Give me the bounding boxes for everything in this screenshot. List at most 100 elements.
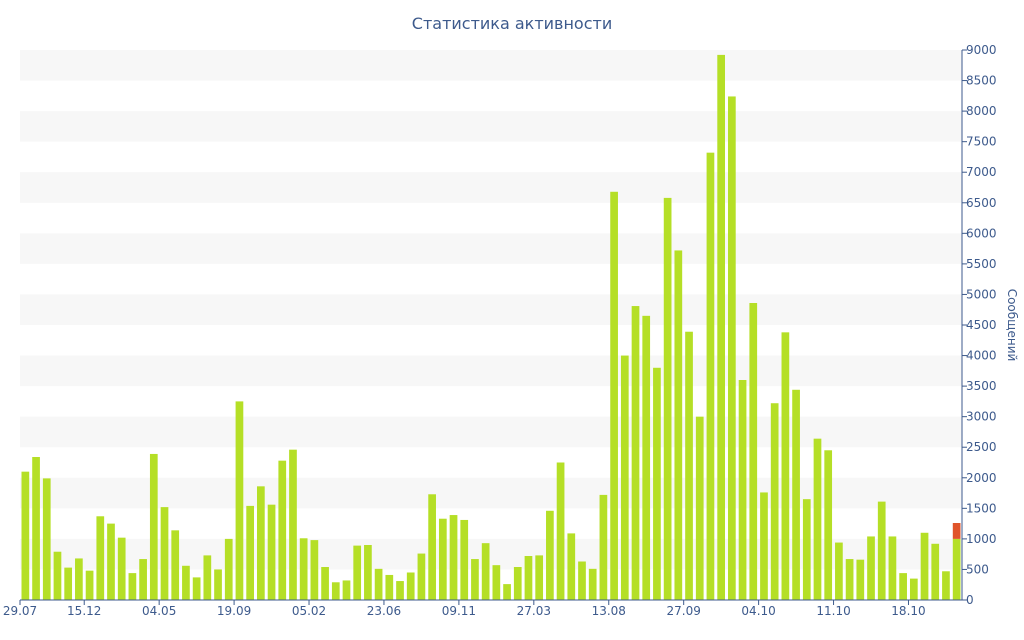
grid-bands [20,50,962,570]
bar [813,438,822,600]
grid-band [20,111,962,142]
bar [899,573,907,600]
bar [663,197,672,600]
bar [374,568,383,600]
bar [588,568,597,600]
bar [214,569,222,600]
bar [224,538,233,600]
bar [117,537,126,600]
y-tick-label: 3500 [966,379,997,393]
grid-band [20,416,962,448]
bar [599,494,608,600]
bar [620,355,629,600]
y-tick-label: 2000 [966,471,997,485]
bar [299,538,308,600]
bar [149,453,158,600]
bar [942,571,950,600]
y-tick-label: 1500 [966,501,997,515]
bar [749,303,758,600]
bar [107,523,115,600]
bar [631,306,640,600]
bar [556,462,565,600]
bar [481,543,490,600]
grid-band [20,233,962,264]
bar [770,403,779,600]
bar [471,559,479,600]
x-tick-label: 09.11 [442,604,476,618]
bar [706,152,715,600]
bar [139,559,147,600]
x-tick-label: 13.08 [592,604,626,618]
bar [85,570,94,600]
bar [642,315,651,600]
bar [203,555,212,600]
bar [524,556,533,600]
bar [64,567,73,600]
y-tick-label: 5000 [966,287,997,301]
x-tick-label: 11.10 [816,604,850,618]
y-tick-label: 6500 [966,196,997,210]
bar-series [21,54,961,600]
bar [182,565,190,600]
bar [396,581,404,600]
bar [321,567,329,600]
bar [385,574,394,600]
bar [192,577,201,600]
bar [342,580,351,600]
x-tick-label: 05.02 [292,604,326,618]
bar [717,54,726,600]
bar [909,578,918,600]
bar [877,501,886,600]
y-tick-label: 500 [966,562,989,576]
bar [781,332,790,600]
x-tick-label: 19.09 [217,604,251,618]
y-tick-label: 9000 [966,43,997,57]
bar [835,542,843,600]
bar [695,416,704,600]
axes: 0 500 1000 1500 2000 2500 3000 3500 4000 4500 5000… [3,43,997,618]
bar [256,486,265,600]
bar [364,545,372,600]
bar [738,380,747,600]
y-tick-label: 6000 [966,226,997,240]
bar [727,96,736,600]
bar [888,536,897,600]
bar [792,389,800,600]
x-tick-label: 23.06 [367,604,401,618]
x-tick-label: 18.10 [891,604,925,618]
x-tick-label: 27.09 [667,604,701,618]
bar [75,558,83,600]
y-tick-label: 7500 [966,135,997,149]
y-tick-label: 4500 [966,318,997,332]
bar [42,478,51,600]
y-tick-label: 0 [966,593,974,607]
bar [438,518,447,600]
bar [353,545,362,600]
bar [460,519,469,600]
bar [267,504,276,600]
bar [492,565,501,600]
y-tick-label: 7000 [966,165,997,179]
bar [171,530,180,600]
grid-band [20,294,962,325]
y-tick-label: 8000 [966,104,997,118]
bar [503,584,511,600]
bar [856,559,865,600]
bar [310,540,319,600]
x-tick-label: 04.05 [142,604,176,618]
bar [610,191,618,600]
y-tick-label: 5500 [966,257,997,271]
bar [685,331,693,600]
bar [802,499,811,600]
y-tick-label: 4000 [966,349,997,363]
bar [406,572,415,600]
bar [760,492,768,600]
bar [535,555,544,600]
bar [96,516,105,600]
bar [246,505,255,600]
bar [920,532,929,600]
bar [845,559,854,600]
x-tick-label: 27.03 [517,604,551,618]
bar [331,582,340,600]
